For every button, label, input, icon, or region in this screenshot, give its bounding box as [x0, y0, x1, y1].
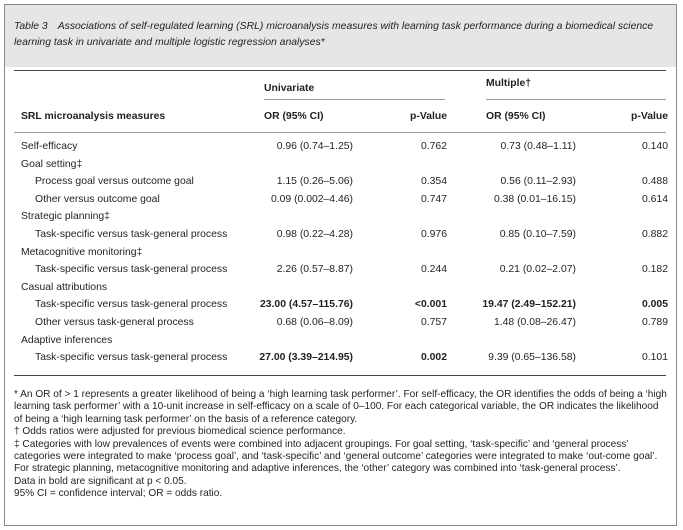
- header-mul-p: p-Value: [631, 111, 668, 122]
- cell-uni-p: 0.976: [420, 229, 447, 240]
- cell-uni-p: 0.354: [420, 176, 447, 188]
- table-caption: Table 3 Associations of self-regulated le…: [14, 19, 664, 51]
- row-label: Casual attributions: [21, 281, 108, 293]
- row-label: Goal setting‡: [21, 158, 83, 170]
- row-label: Adaptive inferences: [21, 334, 113, 346]
- cell-mul-p: 0.182: [641, 264, 668, 276]
- footnote-abbrev: 95% CI = confidence interval; OR = odds …: [14, 488, 223, 500]
- cell-mul-or: 1.48 (0.08–26.47): [493, 317, 576, 328]
- cell-uni-or: 0.09 (0.002–4.46): [270, 193, 353, 205]
- rule-top: [14, 70, 666, 71]
- cell-mul-or: 0.38 (0.01–16.15): [493, 193, 576, 205]
- cell-mul-or: 0.85 (0.10–7.59): [499, 229, 576, 240]
- rule-multiple: [486, 99, 666, 100]
- header-multiple: Multiple†: [486, 78, 532, 89]
- row-label: Task-specific versus task-general proces…: [35, 352, 228, 364]
- cell-mul-or: 0.73 (0.48–1.11): [500, 141, 576, 152]
- cell-uni-p: 0.757: [420, 317, 447, 328]
- footnotes: * An OR of > 1 represents a greater like…: [14, 389, 669, 501]
- rule-header: [14, 132, 666, 133]
- caption-label: Table 3: [14, 21, 48, 32]
- cell-uni-or: 1.15 (0.26–5.06): [276, 176, 353, 188]
- caption-band: Table 3 Associations of self-regulated le…: [5, 5, 676, 67]
- table-frame: Table 3 Associations of self-regulated le…: [4, 4, 677, 526]
- cell-mul-or: 9.39 (0.65–136.58): [488, 352, 576, 364]
- cell-uni-or: 0.98 (0.22–4.28): [276, 229, 353, 240]
- cell-mul-p: 0.488: [641, 176, 668, 188]
- header-measures: SRL microanalysis measures: [21, 111, 166, 122]
- cell-uni-or: 23.00 (4.57–115.76): [259, 299, 353, 311]
- row-label: Task-specific versus task-general proces…: [35, 229, 228, 240]
- footnote-bold: Data in bold are significant at p < 0.05…: [14, 475, 187, 487]
- cell-mul-p: 0.140: [641, 141, 668, 152]
- cell-mul-or: 19.47 (2.49–152.21): [482, 299, 576, 311]
- cell-mul-p: 0.101: [641, 352, 668, 364]
- cell-mul-or: 0.21 (0.02–2.07): [499, 264, 576, 276]
- footnote-star: * An OR of > 1 represents a greater like…: [14, 389, 667, 425]
- cell-mul-p: 0.005: [641, 299, 668, 311]
- cell-uni-p: 0.747: [420, 193, 447, 205]
- row-label: Process goal versus outcome goal: [35, 176, 194, 188]
- header-uni-or: OR (95% CI): [264, 111, 324, 122]
- cell-uni-or: 27.00 (3.39–214.95): [259, 352, 353, 364]
- cell-uni-p: 0.762: [420, 141, 447, 152]
- row-label: Other versus outcome goal: [35, 193, 160, 205]
- row-label: Strategic planning‡: [21, 211, 110, 223]
- cell-uni-or: 0.68 (0.06–8.09): [276, 317, 353, 328]
- rule-bottom: [14, 375, 666, 376]
- cell-uni-p: 0.244: [420, 264, 447, 276]
- header-univariate: Univariate: [264, 83, 315, 94]
- row-label: Other versus task-general process: [35, 317, 194, 328]
- cell-uni-or: 2.26 (0.57–8.87): [276, 264, 353, 276]
- cell-uni-p: <0.001: [414, 299, 447, 311]
- cell-mul-p: 0.789: [641, 317, 668, 328]
- row-label: Task-specific versus task-general proces…: [35, 299, 228, 311]
- caption-text: Associations of self-regulated learning …: [14, 21, 654, 48]
- footnote-dagger: † Odds ratios were adjusted for previous…: [14, 426, 346, 438]
- cell-mul-p: 0.882: [641, 229, 668, 240]
- rule-univariate: [264, 99, 445, 100]
- header-uni-p: p-Value: [410, 111, 447, 122]
- cell-mul-or: 0.56 (0.11–2.93): [500, 176, 576, 188]
- row-label: Metacognitive monitoring‡: [21, 246, 143, 258]
- row-label: Self-efficacy: [21, 141, 78, 152]
- cell-uni-p: 0.002: [420, 352, 447, 364]
- cell-uni-or: 0.96 (0.74–1.25): [276, 141, 353, 152]
- row-label: Task-specific versus task-general proces…: [35, 264, 228, 276]
- cell-mul-p: 0.614: [641, 193, 668, 205]
- footnote-ddagger: ‡ Categories with low prevalences of eve…: [14, 438, 658, 475]
- header-mul-or: OR (95% CI): [486, 111, 546, 122]
